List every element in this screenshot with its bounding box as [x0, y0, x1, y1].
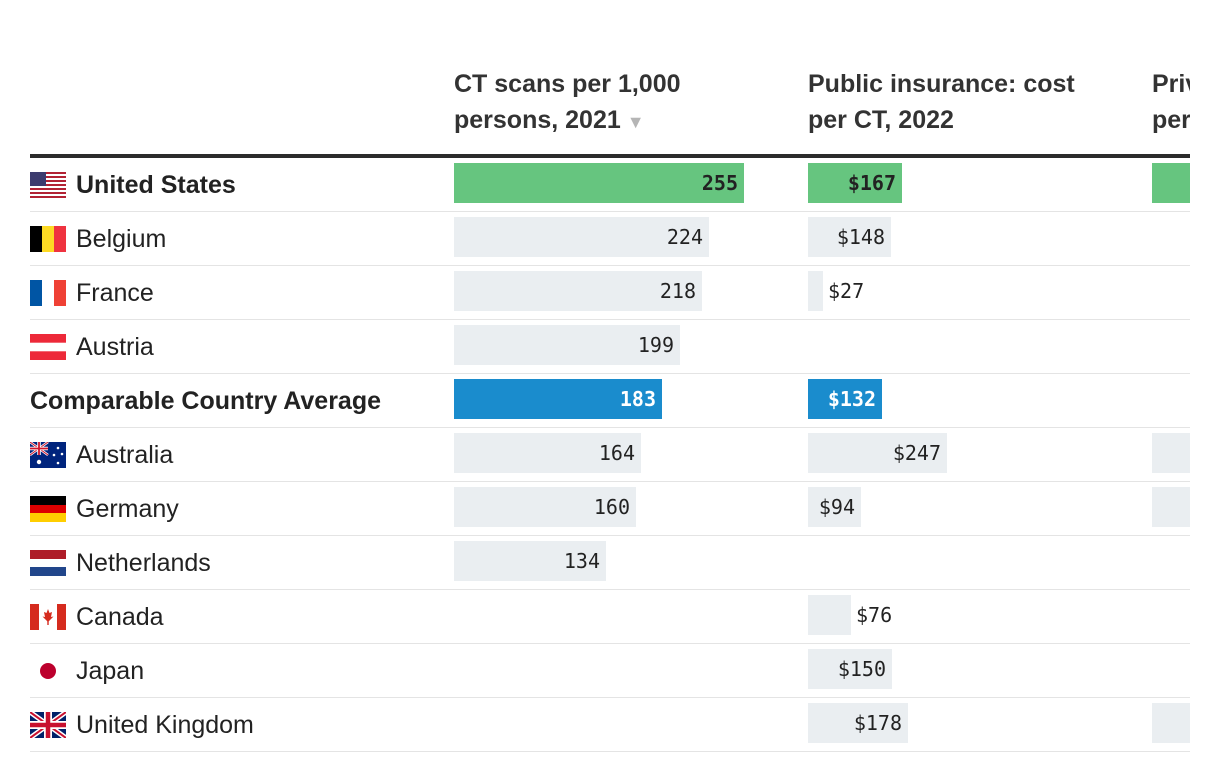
ct-scans-value: 218 — [659, 279, 696, 303]
private-cost-bar — [1152, 703, 1190, 743]
flag-au-icon — [30, 442, 66, 468]
table-row: Germany 160 $94 — [30, 482, 1190, 536]
country-cell: Netherlands — [30, 536, 211, 590]
private-cost-bar — [1152, 163, 1190, 203]
column-header-ct-scans[interactable]: CT scans per 1,000 persons, 2021 ▼ — [454, 66, 681, 140]
table-row: United States 255 $167 — [30, 158, 1190, 212]
country-cell: Australia — [30, 428, 173, 482]
ct-comparison-table: CT scans per 1,000 persons, 2021 ▼ Public… — [30, 0, 1190, 780]
ct-scans-value: 160 — [593, 495, 630, 519]
public-cost-value: $178 — [853, 711, 902, 735]
flag-gb-icon — [30, 712, 66, 738]
country-name: France — [76, 278, 154, 307]
ct-scans-value: 183 — [619, 387, 656, 411]
flag-at-icon — [30, 334, 66, 360]
country-name: Belgium — [76, 224, 167, 253]
flag-fr-icon — [30, 280, 66, 306]
table-row: Austria 199 — [30, 320, 1190, 374]
public-cost-value: $27 — [828, 279, 865, 303]
country-name: Canada — [76, 602, 164, 631]
country-cell: United Kingdom — [30, 698, 254, 752]
column-header-line-1: Private insurance: cost — [1152, 70, 1190, 98]
country-name: Japan — [76, 656, 145, 685]
public-cost-bar — [808, 595, 851, 635]
country-cell: Germany — [30, 482, 179, 536]
ct-scans-bar — [454, 379, 662, 419]
table-row: Belgium 224 $148 — [30, 212, 1190, 266]
public-cost-bar — [808, 487, 861, 527]
table-row: France 218 $27 — [30, 266, 1190, 320]
column-header-line-2: per CT, 2022 — [808, 106, 954, 134]
table-row: Comparable Country Average 183 $132 — [30, 374, 1190, 428]
country-cell: Austria — [30, 320, 154, 374]
public-cost-value: $76 — [856, 603, 893, 627]
country-cell: Japan — [30, 644, 144, 698]
public-cost-value: $167 — [847, 171, 896, 195]
ct-scans-value: 164 — [598, 441, 635, 465]
public-cost-value: $150 — [837, 657, 886, 681]
column-header-public-cost[interactable]: Public insurance: cost per CT, 2022 — [808, 66, 1075, 138]
ct-scans-bar — [454, 271, 702, 311]
table-row: United Kingdom $178 — [30, 698, 1190, 752]
country-cell: France — [30, 266, 154, 320]
ct-scans-value: 224 — [666, 225, 703, 249]
ct-scans-bar — [454, 163, 744, 203]
public-cost-value: $94 — [818, 495, 855, 519]
ct-scans-value: 199 — [637, 333, 674, 357]
public-cost-bar — [808, 703, 908, 743]
header-divider — [30, 154, 1190, 158]
country-cell: United States — [30, 158, 236, 212]
public-cost-bar — [808, 433, 947, 473]
public-cost-value: $132 — [827, 387, 876, 411]
column-header-line-1: Public insurance: cost — [808, 70, 1075, 98]
flag-jp-icon — [30, 658, 66, 684]
column-header-line-2: per CT, 2022 — [1152, 106, 1190, 134]
ct-scans-bar — [454, 325, 680, 365]
country-name: Comparable Country Average — [30, 386, 382, 415]
ct-scans-bar — [454, 541, 606, 581]
public-cost-bar — [808, 649, 892, 689]
public-cost-value: $148 — [836, 225, 885, 249]
ct-scans-bar — [454, 217, 709, 257]
country-name: Australia — [76, 440, 174, 469]
public-cost-bar — [808, 163, 902, 203]
country-name: United Kingdom — [76, 710, 254, 739]
country-name: Austria — [76, 332, 154, 361]
private-cost-bar — [1152, 487, 1190, 527]
country-cell: Belgium — [30, 212, 166, 266]
ct-scans-value: 255 — [701, 171, 738, 195]
country-cell: Canada — [30, 590, 164, 644]
column-header-line-2: persons, 2021 — [454, 106, 621, 134]
ct-scans-value: 134 — [563, 549, 600, 573]
country-cell: Comparable Country Average — [30, 374, 381, 428]
country-name: Netherlands — [76, 548, 211, 577]
ct-scans-bar — [454, 487, 636, 527]
table-row: Netherlands 134 — [30, 536, 1190, 590]
public-cost-bar — [808, 271, 823, 311]
column-header-line-1: CT scans per 1,000 — [454, 70, 681, 98]
public-cost-bar — [808, 379, 882, 419]
table-row: Canada $76 — [30, 590, 1190, 644]
flag-be-icon — [30, 226, 66, 252]
flag-ca-icon — [30, 604, 66, 630]
public-cost-bar — [808, 217, 891, 257]
table-row: Japan $150 — [30, 644, 1190, 698]
table-row: Australia 164 $247 — [30, 428, 1190, 482]
flag-nl-icon — [30, 550, 66, 576]
public-cost-value: $247 — [892, 441, 941, 465]
country-name: United States — [76, 170, 236, 199]
private-cost-bar — [1152, 433, 1190, 473]
flag-de-icon — [30, 496, 66, 522]
ct-scans-bar — [454, 433, 641, 473]
flag-us-icon — [30, 172, 66, 198]
column-header-private-cost[interactable]: Private insurance: cost per CT, 2022 — [1152, 66, 1190, 138]
country-name: Germany — [76, 494, 179, 523]
sort-descending-icon: ▼ — [626, 112, 645, 132]
